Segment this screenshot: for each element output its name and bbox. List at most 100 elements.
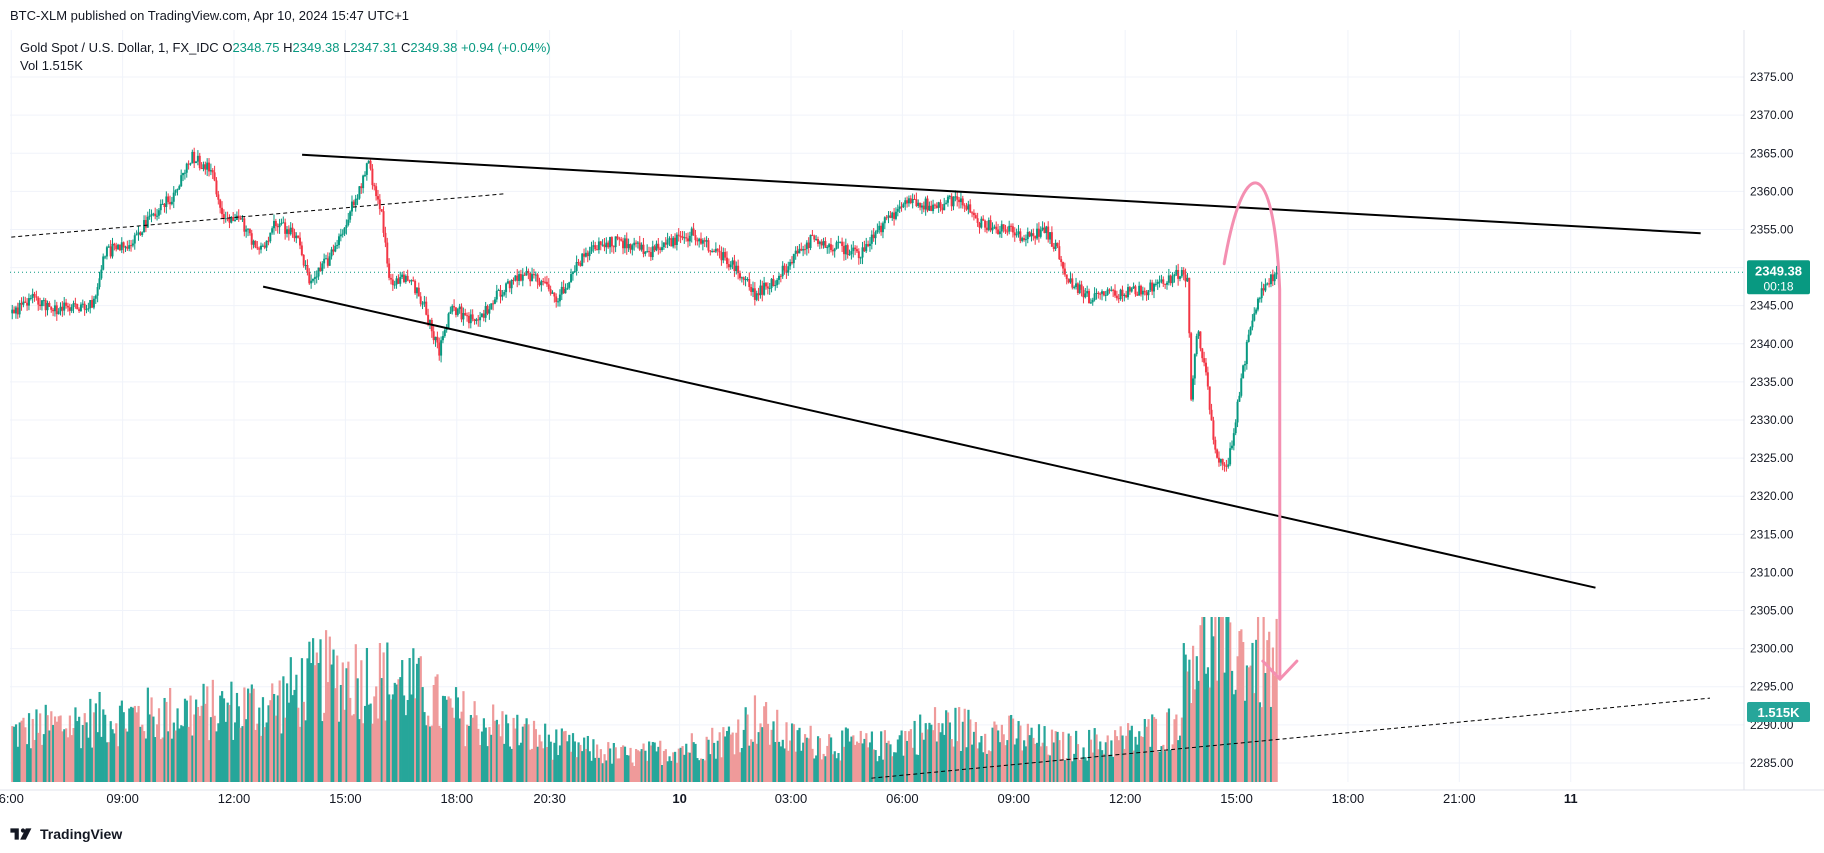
x-tick-label: 21:00	[1443, 791, 1476, 806]
candle-body	[794, 250, 797, 254]
volume-bar	[85, 722, 88, 782]
volume-bar	[633, 765, 636, 782]
candle-body	[991, 227, 994, 231]
candle-body	[670, 238, 673, 247]
volume-bar	[27, 713, 31, 782]
candle-body	[376, 196, 379, 200]
candle-body	[423, 301, 426, 304]
forecast-arrow-path[interactable]	[1222, 181, 1282, 681]
candle-body	[664, 242, 667, 245]
volume-bar	[1104, 742, 1107, 782]
candle-body	[716, 248, 719, 251]
candle-body	[1225, 465, 1228, 467]
candle-body	[635, 242, 638, 244]
dashed-trendline[interactable]	[871, 697, 1711, 779]
candle-body	[14, 307, 17, 314]
candle-body	[1245, 341, 1248, 365]
candle-body	[679, 235, 682, 237]
candle-body	[1091, 299, 1094, 303]
candle-body	[1132, 286, 1135, 289]
volume-bar	[57, 716, 60, 782]
tradingview-footer[interactable]: TradingView	[10, 826, 122, 842]
forecast-arrowhead[interactable]	[1261, 659, 1299, 681]
candle-body	[480, 313, 483, 318]
volume-bar	[674, 751, 677, 782]
volume-bar	[787, 750, 790, 782]
candle-body	[646, 251, 649, 253]
candle-body	[544, 281, 547, 283]
volume-bar	[1004, 745, 1007, 782]
volume-bar	[135, 712, 138, 782]
volume-bar	[460, 711, 463, 782]
volume-bar	[356, 678, 359, 782]
candle-body	[248, 228, 251, 234]
candle-body	[1167, 275, 1170, 283]
last-price-badge[interactable]	[1747, 260, 1810, 295]
candle-body	[284, 222, 287, 234]
x-tick-label: 09:00	[997, 791, 1030, 806]
candle-body	[519, 274, 522, 281]
volume-bar	[172, 722, 175, 782]
volume-bar	[1028, 735, 1031, 782]
candle-body	[937, 202, 940, 208]
volume-bar	[68, 715, 71, 782]
volume-badge[interactable]	[1747, 702, 1810, 722]
candle-body	[573, 270, 576, 273]
volume-bar	[53, 716, 57, 782]
trendline[interactable]	[262, 285, 1596, 589]
volume-bar	[26, 744, 29, 782]
volume-bar	[837, 753, 840, 782]
y-tick-label: 2365.00	[1750, 146, 1794, 160]
candle-body	[1078, 284, 1081, 293]
candle-body	[818, 241, 821, 244]
volume-bar	[31, 718, 34, 782]
legend-symbol[interactable]: Gold Spot / U.S. Dollar, 1, FX_IDC	[20, 40, 219, 55]
volume-bar	[1102, 753, 1106, 782]
candle-body	[68, 307, 71, 311]
candle-body	[273, 220, 276, 229]
candle-body	[115, 245, 118, 250]
volume-bar	[1050, 729, 1054, 782]
volume-bar	[597, 757, 601, 782]
candle-body	[662, 242, 665, 248]
candle-body	[751, 288, 754, 292]
volume-bar	[1026, 723, 1029, 782]
volume-bar	[436, 674, 439, 782]
candle-body	[1236, 401, 1239, 423]
candle-body	[1075, 283, 1078, 288]
volume-bar	[555, 729, 558, 782]
vol-value: 1.515K	[41, 58, 83, 73]
candle-body	[638, 242, 641, 250]
candle-body	[467, 315, 470, 324]
candle-body	[612, 246, 615, 248]
candle-body	[900, 206, 903, 208]
candle-body	[360, 186, 363, 189]
candle-body	[839, 241, 842, 243]
candle-body	[1141, 290, 1144, 295]
volume-bar	[109, 721, 112, 782]
y-tick-label: 2325.00	[1750, 451, 1794, 465]
candle-body	[863, 247, 866, 252]
candle-body	[976, 218, 979, 223]
volume-bar	[1247, 667, 1250, 782]
tradingview-brand: TradingView	[40, 826, 123, 842]
volume-bar	[863, 738, 866, 782]
volume-bar	[167, 731, 170, 782]
dashed-trendline[interactable]	[11, 193, 507, 238]
volume-bar	[553, 742, 556, 782]
candle-body	[1240, 378, 1243, 396]
candle-body	[545, 281, 548, 285]
volume-bar	[742, 729, 745, 782]
volume-bar	[467, 725, 471, 782]
volume-bar	[375, 686, 378, 782]
candle-body	[222, 214, 225, 220]
x-tick-label: 18:00	[441, 791, 474, 806]
volume-bar	[945, 710, 948, 782]
vol-label[interactable]: Vol	[20, 58, 39, 73]
volume-bar	[14, 724, 18, 782]
candle-body	[1114, 290, 1117, 296]
volume-bar	[854, 744, 857, 782]
trendline[interactable]	[302, 153, 1701, 235]
candle-body	[746, 279, 749, 281]
